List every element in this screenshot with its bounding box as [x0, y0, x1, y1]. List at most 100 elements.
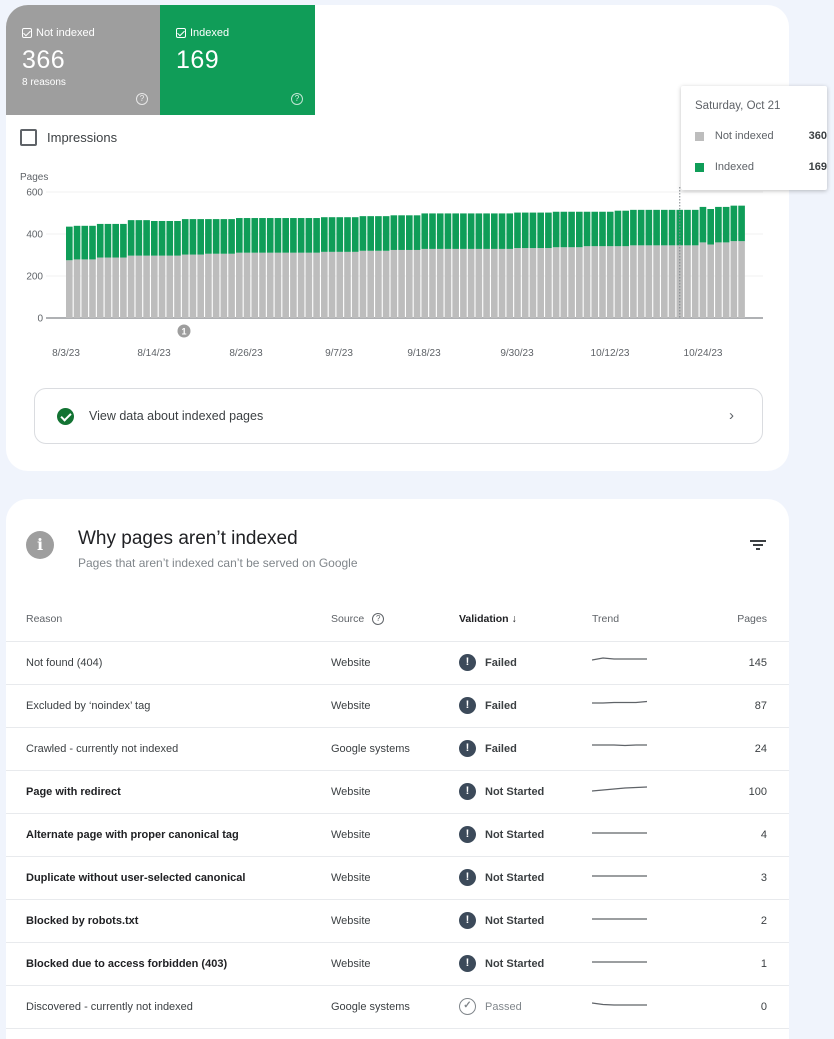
bar-indexed[interactable] [120, 223, 127, 258]
bar-not-indexed[interactable] [375, 250, 382, 318]
bar-not-indexed[interactable] [506, 248, 514, 318]
bar-not-indexed[interactable] [228, 253, 235, 318]
bar-not-indexed[interactable] [645, 245, 653, 318]
bar-not-indexed[interactable] [127, 255, 135, 318]
bar-not-indexed[interactable] [305, 252, 313, 318]
bar-indexed[interactable] [297, 218, 305, 253]
bar-indexed[interactable] [436, 213, 444, 249]
bar-not-indexed[interactable] [382, 250, 390, 318]
table-row[interactable]: Blocked due to access forbidden (403) Web… [6, 942, 789, 986]
bar-indexed[interactable] [166, 220, 174, 256]
bar-not-indexed[interactable] [521, 248, 529, 318]
bar-not-indexed[interactable] [537, 248, 544, 318]
bar-indexed[interactable] [228, 219, 235, 254]
filter-icon[interactable] [750, 540, 766, 552]
bar-not-indexed[interactable] [143, 255, 150, 318]
bar-not-indexed[interactable] [676, 245, 684, 318]
bar-not-indexed[interactable] [691, 245, 699, 318]
bar-indexed[interactable] [568, 211, 575, 248]
checkbox-checked-icon[interactable] [176, 28, 186, 38]
bar-not-indexed[interactable] [552, 247, 560, 318]
bar-not-indexed[interactable] [251, 252, 259, 318]
bar-indexed[interactable] [699, 206, 707, 243]
bar-not-indexed[interactable] [560, 247, 568, 318]
bar-indexed[interactable] [251, 218, 259, 253]
bar-not-indexed[interactable] [568, 247, 575, 318]
bar-indexed[interactable] [367, 216, 374, 251]
bar-not-indexed[interactable] [699, 242, 707, 318]
bar-indexed[interactable] [506, 213, 514, 249]
bar-not-indexed[interactable] [591, 246, 599, 318]
bar-not-indexed[interactable] [166, 255, 174, 318]
bar-indexed[interactable] [375, 216, 382, 251]
column-header-validation[interactable]: Validation ↓ [459, 597, 592, 642]
bar-indexed[interactable] [521, 212, 529, 249]
bar-not-indexed[interactable] [491, 248, 498, 318]
bar-indexed[interactable] [135, 220, 143, 256]
bar-not-indexed[interactable] [637, 245, 645, 318]
bar-not-indexed[interactable] [89, 259, 96, 318]
bar-not-indexed[interactable] [313, 252, 320, 318]
bar-indexed[interactable] [73, 225, 81, 260]
bar-not-indexed[interactable] [738, 241, 745, 318]
checkbox-checked-icon[interactable] [22, 28, 32, 38]
bar-not-indexed[interactable] [120, 257, 127, 318]
bar-indexed[interactable] [560, 211, 568, 248]
bar-indexed[interactable] [545, 212, 552, 249]
bar-indexed[interactable] [305, 218, 313, 253]
bar-indexed[interactable] [668, 209, 676, 246]
not-indexed-metric-tile[interactable]: Not indexed 366 8 reasons ? [6, 5, 160, 115]
bar-indexed[interactable] [606, 211, 614, 247]
bar-indexed[interactable] [344, 217, 351, 252]
bar-not-indexed[interactable] [413, 249, 421, 318]
annotation-marker[interactable] [177, 324, 191, 338]
bar-indexed[interactable] [429, 213, 436, 249]
bar-indexed[interactable] [514, 212, 521, 249]
bar-not-indexed[interactable] [220, 253, 228, 318]
bar-indexed[interactable] [738, 205, 745, 242]
bar-not-indexed[interactable] [189, 254, 197, 318]
bar-not-indexed[interactable] [174, 255, 181, 318]
bar-not-indexed[interactable] [722, 242, 730, 318]
bar-indexed[interactable] [475, 213, 483, 249]
bar-indexed[interactable] [243, 218, 251, 253]
bar-not-indexed[interactable] [328, 251, 336, 318]
bar-not-indexed[interactable] [274, 252, 282, 318]
bar-not-indexed[interactable] [266, 252, 274, 318]
bar-not-indexed[interactable] [104, 257, 112, 318]
bar-indexed[interactable] [351, 217, 359, 252]
bar-indexed[interactable] [112, 223, 119, 258]
bar-not-indexed[interactable] [661, 245, 668, 318]
bar-not-indexed[interactable] [622, 246, 629, 318]
bar-not-indexed[interactable] [406, 249, 413, 318]
bar-not-indexed[interactable] [212, 253, 220, 318]
bar-indexed[interactable] [220, 219, 228, 254]
bar-indexed[interactable] [328, 217, 336, 252]
bar-not-indexed[interactable] [452, 248, 459, 318]
bar-indexed[interactable] [189, 219, 197, 255]
bar-indexed[interactable] [452, 213, 459, 249]
bar-not-indexed[interactable] [390, 249, 398, 318]
bar-not-indexed[interactable] [73, 259, 81, 318]
bar-not-indexed[interactable] [715, 242, 722, 318]
bar-indexed[interactable] [174, 220, 181, 256]
bar-not-indexed[interactable] [429, 248, 436, 318]
bar-not-indexed[interactable] [321, 251, 328, 318]
bar-indexed[interactable] [630, 209, 637, 246]
column-header-source[interactable]: Source? [331, 597, 459, 642]
bar-not-indexed[interactable] [181, 254, 189, 318]
bar-not-indexed[interactable] [475, 248, 483, 318]
bar-indexed[interactable] [127, 220, 135, 256]
bar-not-indexed[interactable] [398, 249, 405, 318]
bar-not-indexed[interactable] [421, 248, 429, 318]
bar-not-indexed[interactable] [436, 248, 444, 318]
bar-indexed[interactable] [181, 219, 189, 255]
bar-indexed[interactable] [413, 215, 421, 250]
bar-indexed[interactable] [282, 218, 289, 253]
bar-indexed[interactable] [460, 213, 467, 249]
bar-indexed[interactable] [552, 211, 560, 248]
bar-indexed[interactable] [467, 213, 475, 249]
bar-not-indexed[interactable] [614, 246, 622, 318]
bar-indexed[interactable] [66, 226, 73, 261]
bar-not-indexed[interactable] [529, 248, 537, 318]
